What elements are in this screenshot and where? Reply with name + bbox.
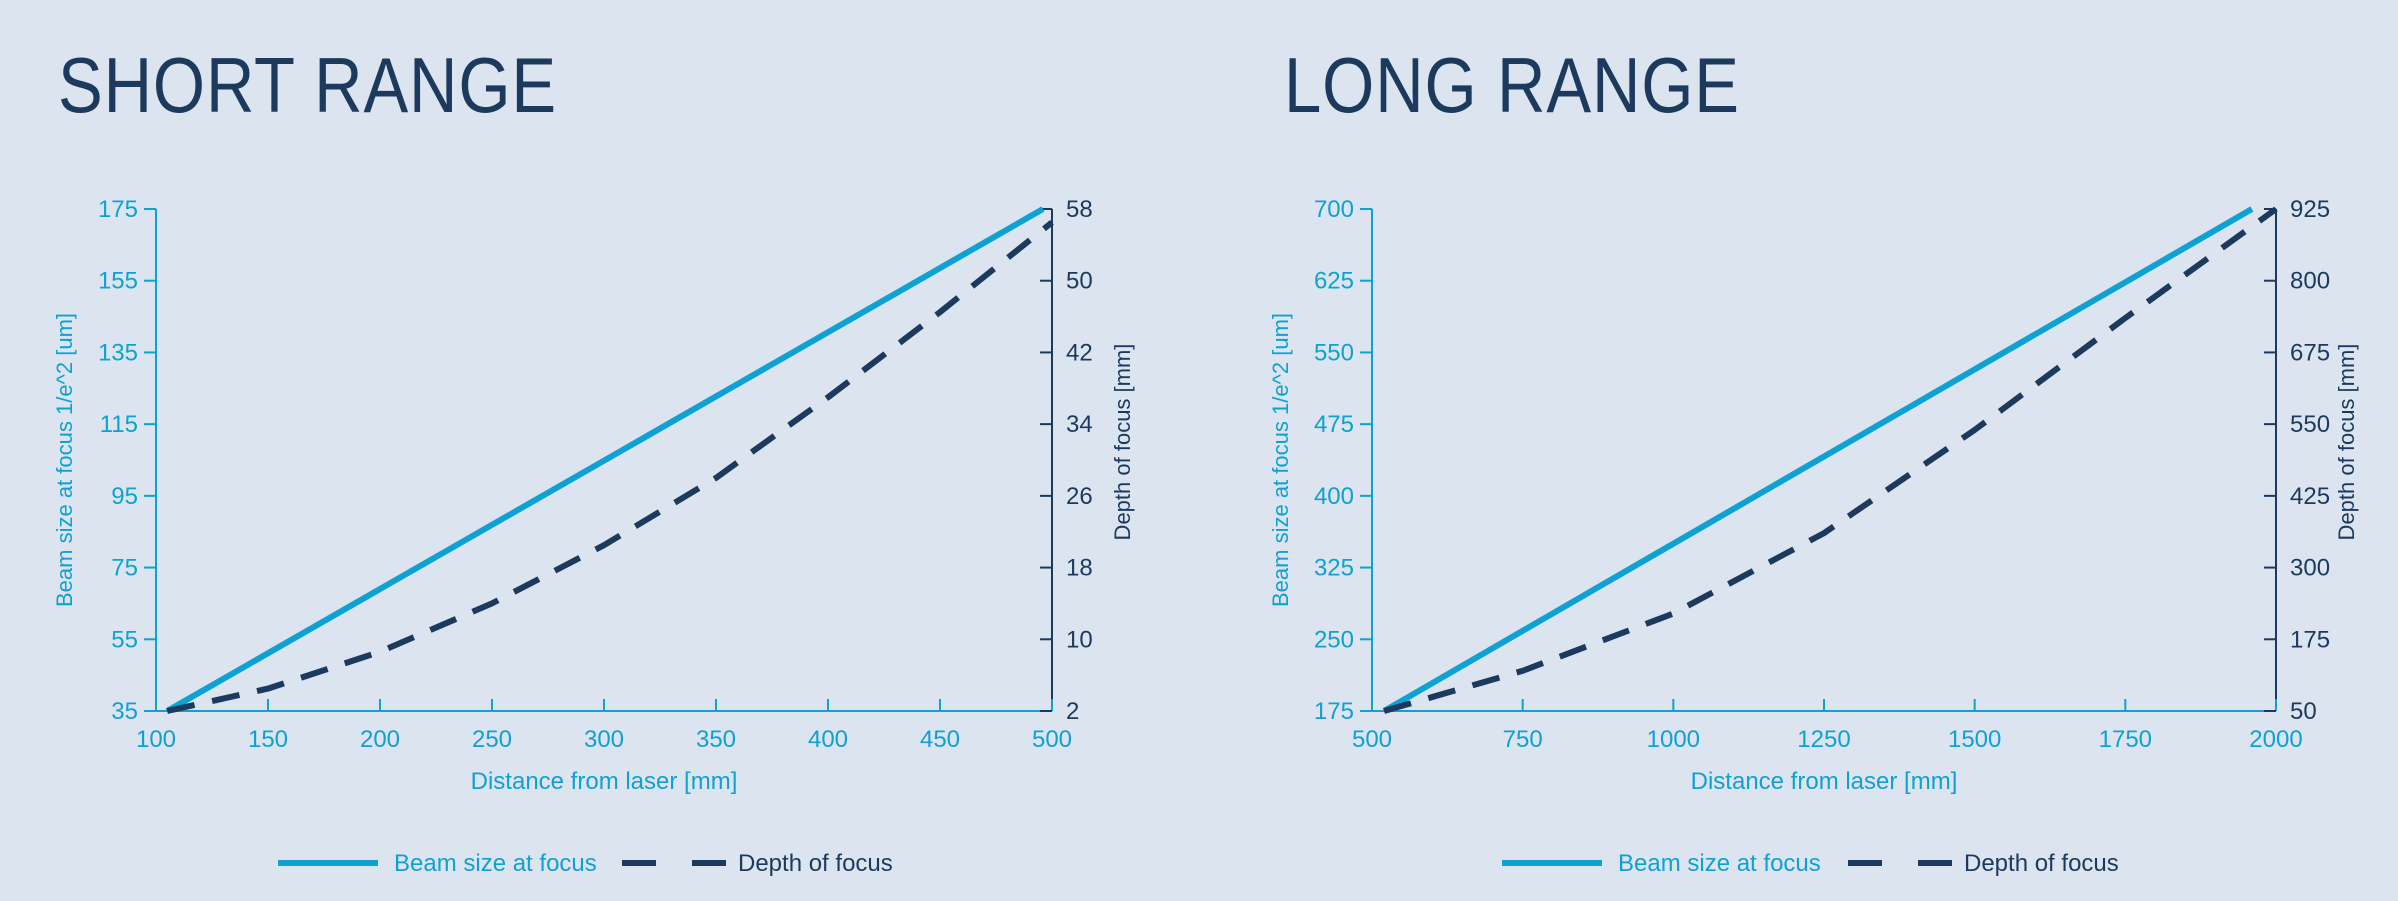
y-tick-label: 175 [1314,698,1354,725]
y2-tick-label: 34 [1066,411,1093,438]
x-tick-label: 250 [472,726,512,753]
y2-tick-label: 300 [2290,555,2330,582]
x-tick-label: 750 [1503,726,1543,753]
y-tick-label: 155 [98,268,138,295]
x-tick-label: 500 [1352,726,1392,753]
long-range-title: LONG RANGE [1284,41,1740,129]
y-tick-label: 35 [111,698,138,725]
long-range-panel: LONG RANGE 500 750 1000 1250 1500 1750 2000 175… [1226,0,2398,901]
x-tick-label: 100 [136,726,176,753]
y2-tick-label: 550 [2290,411,2330,438]
x-tick-label: 200 [360,726,400,753]
legend-depth-label: Depth of focus [1964,850,2119,877]
y-tick-label: 75 [111,555,138,582]
legend-beam-label: Beam size at focus [1618,850,1821,877]
y-tick-label: 325 [1314,555,1354,582]
y-tick-label: 175 [98,196,138,223]
y2-tick-label: 2 [1066,698,1079,725]
y-tick-label: 115 [100,411,138,438]
y-tick-label: 95 [111,483,138,510]
y2-axis-title: Depth of focus [mm] [2334,344,2359,541]
depth-of-focus-line [166,220,1054,714]
x-tick-label: 2000 [2249,726,2302,753]
x-axis-title: Distance from laser [mm] [471,768,738,795]
y-tick-label: 700 [1314,196,1354,223]
y-axis-title: Beam size at focus 1/e^2 [um] [52,313,77,607]
y2-tick-label: 26 [1066,483,1093,510]
y2-tick-label: 58 [1066,196,1093,223]
short-range-chart: 100 150 200 250 300 350 400 450 5003555759511513… [52,196,1135,877]
x-tick-label: 1500 [1948,726,2001,753]
y-tick-label: 135 [98,339,138,366]
y2-tick-label: 18 [1066,555,1093,582]
y2-axis-title: Depth of focus [mm] [1110,344,1135,541]
x-tick-label: 1750 [2099,726,2152,753]
y2-tick-label: 800 [2290,268,2330,295]
y-axis-title: Beam size at focus 1/e^2 [um] [1268,313,1293,607]
x-tick-label: 150 [248,726,288,753]
x-tick-label: 450 [920,726,960,753]
x-tick-label: 350 [696,726,736,753]
y2-tick-label: 10 [1066,626,1093,653]
y2-tick-label: 925 [2290,196,2330,223]
short-range-panel: SHORT RANGE 100 150 200 250 300 350 400 450 500 3… [52,41,1135,877]
x-axis-title: Distance from laser [mm] [1691,768,1958,795]
y-tick-label: 55 [111,626,138,653]
long-range-chart: 500 750 1000 1250 1500 1750 2000 175 250 325 400 47… [1268,196,2359,877]
x-tick-label: 300 [584,726,624,753]
x-tick-label: 1000 [1647,726,1700,753]
y2-tick-label: 675 [2290,339,2330,366]
short-range-title: SHORT RANGE [58,41,558,129]
y-tick-label: 625 [1314,268,1354,295]
y2-tick-label: 175 [2290,626,2330,653]
y-tick-label: 400 [1314,483,1354,510]
legend-beam-label: Beam size at focus [394,850,597,877]
y2-tick-label: 50 [1066,268,1093,295]
x-tick-label: 1250 [1797,726,1850,753]
y2-tick-label: 425 [2290,483,2330,510]
y-tick-label: 250 [1314,626,1354,653]
x-tick-label: 500 [1032,726,1072,753]
y-tick-label: 475 [1314,411,1354,438]
y2-tick-label: 42 [1066,339,1093,366]
y-tick-label: 550 [1314,339,1354,366]
depth-of-focus-line [1383,206,2278,714]
y2-tick-label: 50 [2290,698,2317,725]
legend-depth-label: Depth of focus [738,850,893,877]
beam-size-line [1382,206,2254,714]
x-tick-label: 400 [808,726,848,753]
beam-size-line [165,206,1045,714]
